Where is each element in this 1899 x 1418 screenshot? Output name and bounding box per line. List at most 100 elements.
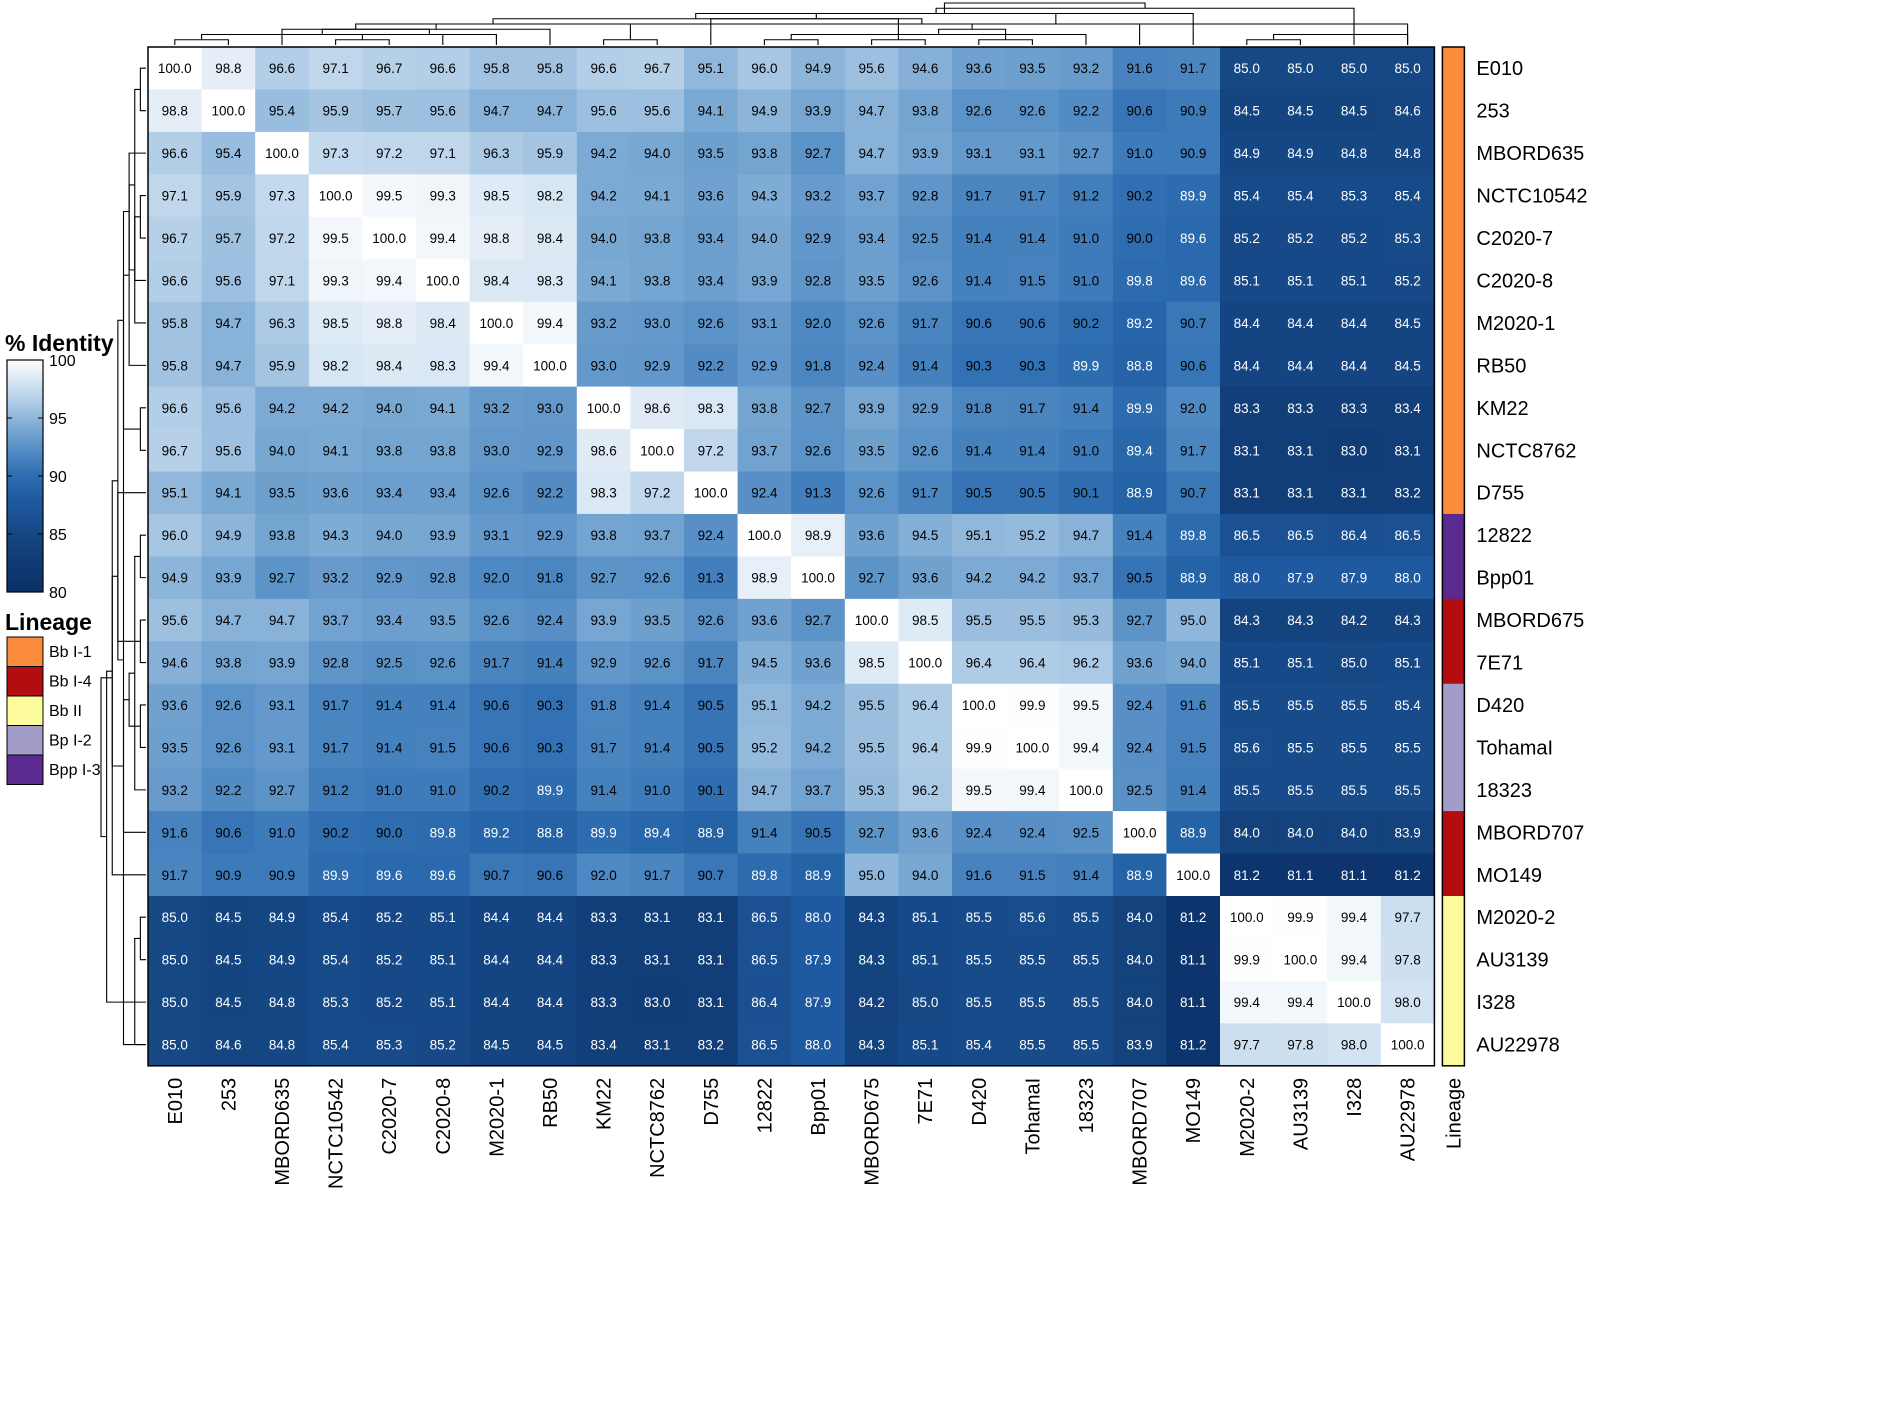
cell-value-label: 91.7: [1019, 189, 1045, 204]
heatmap-cell: [1005, 853, 1060, 897]
cell-value-label: 93.7: [751, 443, 777, 458]
heatmap-cell: [1380, 556, 1435, 600]
row-label: TohamaI: [1476, 737, 1553, 759]
heatmap-cell: [308, 811, 363, 855]
cell-value-label: 97.1: [162, 189, 188, 204]
heatmap-cell: [148, 47, 203, 91]
heatmap-cell: [1005, 513, 1060, 557]
heatmap-cell: [1059, 768, 1114, 812]
lineage-cell: [1442, 938, 1465, 982]
heatmap-cell: [148, 598, 203, 642]
heatmap-cell: [1059, 1023, 1114, 1067]
row-label: D420: [1476, 695, 1524, 717]
heatmap-cell: [1380, 980, 1435, 1024]
heatmap-cell: [308, 259, 363, 303]
heatmap-cell: [630, 301, 685, 345]
heatmap-cell: [952, 768, 1007, 812]
cell-value-label: 92.7: [805, 401, 831, 416]
column-label: C2020-7: [379, 1078, 401, 1155]
heatmap-cell: [952, 556, 1007, 600]
heatmap-cell: [898, 768, 953, 812]
heatmap-cell: [308, 768, 363, 812]
heatmap-cell: [523, 811, 578, 855]
heatmap-cell: [1005, 641, 1060, 685]
heatmap-cell: [1220, 896, 1275, 940]
cell-value-label: 91.4: [966, 273, 993, 288]
cell-value-label: 88.9: [1126, 868, 1152, 883]
row-labels: E010 253 MBORD635 NCTC10542 C2020-7 C2020-8 M2…: [1476, 58, 1587, 1056]
cell-value-label: 95.8: [537, 61, 563, 76]
cell-value-label: 83.1: [644, 910, 670, 925]
dendrogram-link: [128, 152, 146, 271]
cell-value-label: 94.0: [269, 443, 295, 458]
heatmap-cell: [469, 1023, 524, 1067]
cell-value-label: 97.2: [644, 486, 670, 501]
cell-value-label: 91.7: [322, 698, 348, 713]
cell-value-label: 85.5: [966, 953, 992, 968]
heatmap-cell: [1220, 89, 1275, 133]
heatmap-cell: [952, 301, 1007, 345]
cell-value-label: 93.1: [751, 316, 777, 331]
heatmap-cell: [255, 386, 310, 430]
heatmap-cell: [898, 216, 953, 260]
cell-value-label: 94.7: [1073, 528, 1099, 543]
heatmap-cell: [148, 811, 203, 855]
cell-value-label: 99.9: [1287, 910, 1313, 925]
cell-value-label: 92.7: [858, 571, 884, 586]
heatmap-cell: [1059, 598, 1114, 642]
cell-value-label: 94.1: [430, 401, 456, 416]
heatmap-cell: [469, 811, 524, 855]
cell-value-label: 98.6: [590, 443, 616, 458]
cell-value-label: 89.6: [1180, 273, 1206, 288]
cell-value-label: 95.7: [376, 104, 402, 119]
heatmap-cell: [630, 259, 685, 303]
heatmap-cell: [737, 811, 792, 855]
cell-value-label: 93.0: [483, 443, 509, 458]
heatmap-cell: [1059, 726, 1114, 770]
column-label: E010: [165, 1078, 187, 1125]
lineage-cell: [1442, 513, 1465, 557]
cell-value-label: 100.0: [962, 698, 996, 713]
heatmap-cell: [362, 513, 417, 557]
heatmap-cell: [684, 89, 739, 133]
cell-value-label: 84.4: [483, 953, 510, 968]
lineage-cell: [1442, 768, 1465, 812]
cell-value-label: 91.5: [1019, 273, 1045, 288]
heatmap-cell: [684, 471, 739, 515]
cell-value-label: 91.4: [1180, 783, 1207, 798]
cell-value-label: 90.5: [805, 825, 831, 840]
heatmap-cell: [523, 301, 578, 345]
column-label: NCTC8762: [647, 1078, 669, 1178]
heatmap-cell: [523, 598, 578, 642]
dendrogram-link: [943, 2, 1146, 14]
cell-value-label: 83.1: [1287, 486, 1313, 501]
cell-value-label: 88.0: [1234, 571, 1260, 586]
cell-value-label: 88.9: [1180, 825, 1206, 840]
column-label: NCTC10542: [326, 1078, 348, 1189]
cell-value-label: 100.0: [1176, 868, 1210, 883]
cell-value-label: 93.4: [698, 273, 725, 288]
heatmap-cell: [469, 131, 524, 175]
cell-value-label: 93.5: [162, 740, 188, 755]
cell-value-label: 94.2: [322, 401, 348, 416]
cell-value-label: 89.2: [483, 825, 509, 840]
cell-value-label: 93.9: [430, 528, 456, 543]
heatmap-cell: [952, 641, 1007, 685]
cell-value-label: 91.4: [912, 358, 939, 373]
heatmap-cell: [1380, 259, 1435, 303]
heatmap-cell: [1112, 301, 1167, 345]
heatmap-cell: [469, 598, 524, 642]
heatmap-cell: [898, 174, 953, 218]
heatmap-cell: [416, 896, 471, 940]
heatmap-cell: [255, 174, 310, 218]
cell-value-label: 99.4: [1341, 953, 1368, 968]
cell-value-label: 92.6: [430, 656, 456, 671]
heatmap-cell: [469, 556, 524, 600]
lineage-legend-swatch: [6, 725, 44, 756]
heatmap-cell: [148, 726, 203, 770]
heatmap-cell: [1005, 386, 1060, 430]
heatmap-cell: [630, 471, 685, 515]
heatmap-cell: [791, 938, 846, 982]
heatmap-cell: [1059, 47, 1114, 91]
heatmap-cell: [898, 471, 953, 515]
